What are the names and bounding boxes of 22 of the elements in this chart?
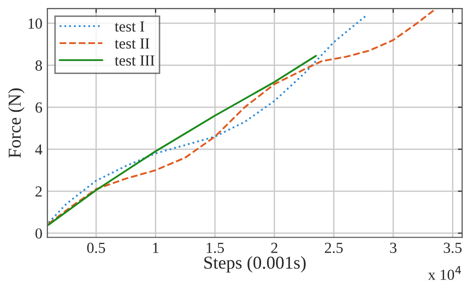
y-tick-label: 4: [35, 144, 42, 155]
x-axis-title: Steps (0.001s): [204, 256, 306, 272]
line-series: [48, 8, 437, 225]
y-tick-label: 8: [35, 60, 42, 71]
y-tick-label: 2: [36, 186, 42, 196]
x-tick-label: 3.5: [444, 242, 462, 254]
legend-label: test III: [114, 56, 154, 66]
x-tick-label: 1: [153, 242, 158, 253]
legend-label: test II: [114, 38, 150, 49]
y-tick-label: 10: [28, 18, 42, 29]
legend-label: test I: [114, 21, 144, 32]
y-tick-label: 6: [36, 102, 42, 113]
x-tick-label: 2.5: [324, 242, 343, 254]
y-axis-title: Force (N): [8, 88, 24, 158]
y-tick-label: 0: [35, 228, 42, 239]
text: x 10$^{4}$: [428, 266, 462, 280]
line-series: [48, 54, 317, 226]
x-tick-label: 1.5: [206, 242, 224, 254]
x-tick-label: 0.5: [87, 242, 106, 254]
x-tick-label: 3: [390, 242, 396, 253]
line-series: [48, 14, 368, 224]
x-tick-label: 2: [271, 242, 278, 253]
